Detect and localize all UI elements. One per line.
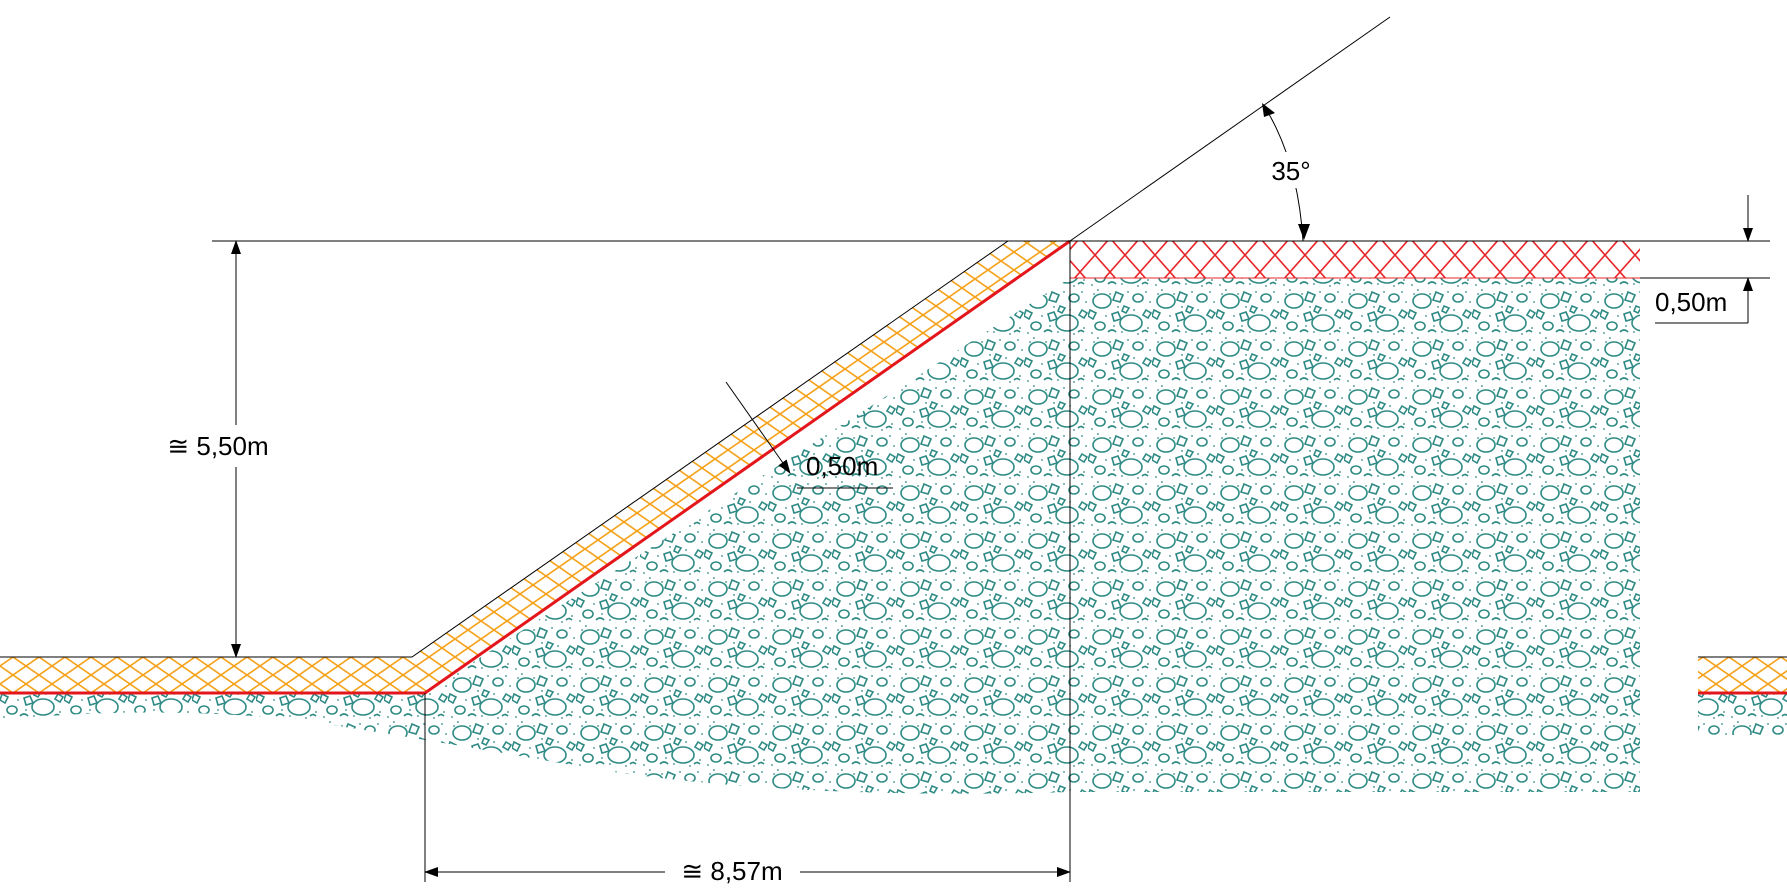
- topsoil-layer-far-right: [1698, 657, 1787, 693]
- gravel-soil-left: [0, 278, 1070, 794]
- gravel-soil-right: [1070, 278, 1640, 792]
- height-label: ≅ 5,50m: [167, 431, 268, 461]
- slope-thickness-label: 0,50m: [806, 451, 878, 481]
- slope-thickness-leader: [725, 381, 791, 474]
- top-thickness-label: 0,50m: [1655, 287, 1727, 317]
- topsoil-layer-left: [0, 657, 425, 693]
- slope-projection-line: [1069, 16, 1391, 242]
- gravel-soil-far-right: [1698, 693, 1787, 735]
- top-red-layer: [1070, 241, 1640, 278]
- topsoil-layer-slope: [412, 241, 1070, 693]
- run-label: ≅ 8,57m: [681, 856, 782, 886]
- angle-label: 35°: [1271, 156, 1310, 186]
